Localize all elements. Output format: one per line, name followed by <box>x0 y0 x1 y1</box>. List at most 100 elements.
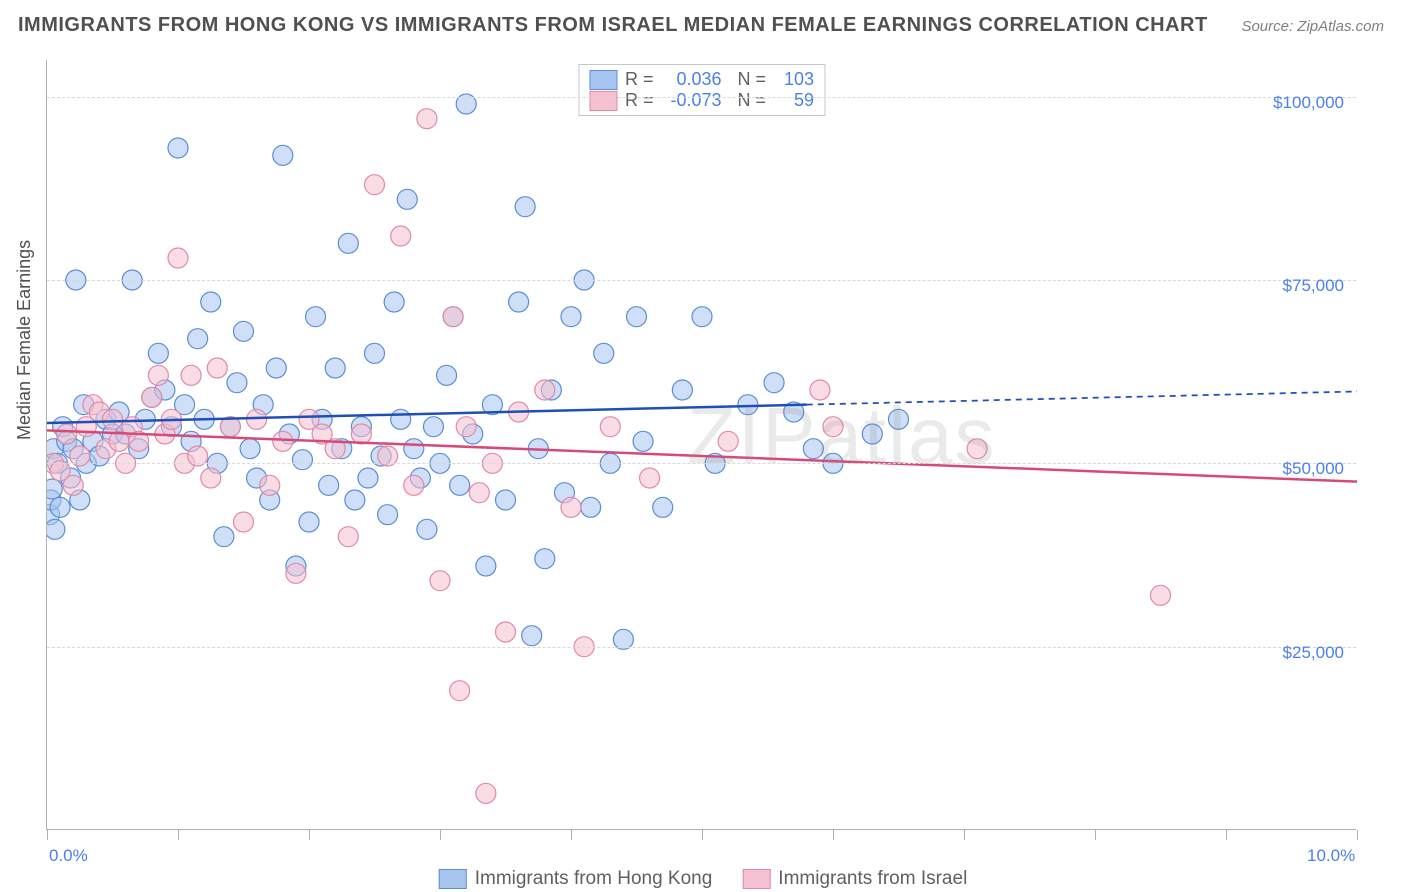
data-point <box>450 475 470 495</box>
data-point <box>214 527 234 547</box>
gridline <box>47 463 1356 464</box>
x-tick <box>178 830 179 840</box>
gridline <box>47 647 1356 648</box>
data-point <box>535 380 555 400</box>
data-point <box>50 497 70 517</box>
data-point <box>496 490 516 510</box>
data-point <box>862 424 882 444</box>
data-point <box>148 365 168 385</box>
data-point <box>201 292 221 312</box>
data-point <box>168 138 188 158</box>
data-point <box>273 145 293 165</box>
data-point <box>653 497 673 517</box>
data-point <box>404 475 424 495</box>
swatch-hk <box>439 869 467 889</box>
data-point <box>594 343 614 363</box>
n-label: N = <box>738 90 767 111</box>
data-point <box>292 450 312 470</box>
data-point <box>47 479 62 499</box>
x-tick <box>571 830 572 840</box>
data-point <box>338 233 358 253</box>
data-point <box>803 439 823 459</box>
data-point <box>417 109 437 129</box>
data-point <box>430 571 450 591</box>
data-point <box>627 307 647 327</box>
data-point <box>181 365 201 385</box>
legend-item-il: Immigrants from Israel <box>742 868 967 890</box>
data-point <box>338 527 358 547</box>
data-point <box>378 505 398 525</box>
data-point <box>404 439 424 459</box>
data-point <box>240 439 260 459</box>
data-point <box>345 490 365 510</box>
data-point <box>443 307 463 327</box>
chart-container: IMMIGRANTS FROM HONG KONG VS IMMIGRANTS … <box>0 0 1406 892</box>
data-point <box>692 307 712 327</box>
data-point <box>718 431 738 451</box>
x-tick <box>440 830 441 840</box>
y-axis-label: Median Female Earnings <box>14 240 35 440</box>
data-point <box>168 248 188 268</box>
data-point <box>142 387 162 407</box>
x-tick <box>47 830 48 840</box>
y-tick-label: $100,000 <box>1273 93 1344 113</box>
swatch-hk <box>589 70 617 90</box>
gridline <box>47 280 1356 281</box>
data-point <box>148 343 168 363</box>
swatch-il <box>742 869 770 889</box>
data-point <box>496 622 516 642</box>
data-point <box>522 626 542 646</box>
n-value-hk: 103 <box>774 69 814 90</box>
data-point <box>306 307 326 327</box>
data-point <box>640 468 660 488</box>
data-point <box>417 519 437 539</box>
data-point <box>319 475 339 495</box>
data-point <box>515 197 535 217</box>
n-value-il: 59 <box>774 90 814 111</box>
x-tick <box>1357 830 1358 840</box>
data-point <box>469 483 489 503</box>
data-point <box>286 563 306 583</box>
y-tick-label: $75,000 <box>1283 276 1344 296</box>
x-tick <box>309 830 310 840</box>
x-tick <box>1095 830 1096 840</box>
data-point <box>358 468 378 488</box>
data-point <box>201 468 221 488</box>
x-tick-label: 0.0% <box>49 846 88 866</box>
data-point <box>476 556 496 576</box>
y-tick-label: $25,000 <box>1283 643 1344 663</box>
data-point <box>391 409 411 429</box>
data-point <box>299 512 319 532</box>
data-point <box>391 226 411 246</box>
data-point <box>57 424 77 444</box>
data-point <box>633 431 653 451</box>
data-point <box>273 431 293 451</box>
data-point <box>967 439 987 459</box>
data-point <box>672 380 692 400</box>
legend-label-il: Immigrants from Israel <box>778 868 967 890</box>
data-point <box>437 365 457 385</box>
trend-line-dashed <box>807 391 1357 404</box>
x-tick-label: 10.0% <box>1307 846 1355 866</box>
data-point <box>47 519 65 539</box>
data-point <box>1151 585 1171 605</box>
data-point <box>325 358 345 378</box>
x-tick <box>964 830 965 840</box>
data-point <box>384 292 404 312</box>
series-legend: Immigrants from Hong Kong Immigrants fro… <box>439 868 968 890</box>
data-point <box>476 783 496 803</box>
stats-row-hk: R = 0.036 N = 103 <box>589 69 814 90</box>
data-point <box>509 292 529 312</box>
x-tick <box>702 830 703 840</box>
r-value-hk: 0.036 <box>662 69 722 90</box>
data-point <box>365 175 385 195</box>
x-tick <box>833 830 834 840</box>
stats-legend: R = 0.036 N = 103 R = -0.073 N = 59 <box>578 64 825 116</box>
r-label: R = <box>625 69 654 90</box>
data-point <box>423 417 443 437</box>
swatch-il <box>589 91 617 111</box>
data-point <box>227 373 247 393</box>
y-tick-label: $50,000 <box>1283 459 1344 479</box>
data-point <box>207 358 227 378</box>
data-point <box>351 424 371 444</box>
